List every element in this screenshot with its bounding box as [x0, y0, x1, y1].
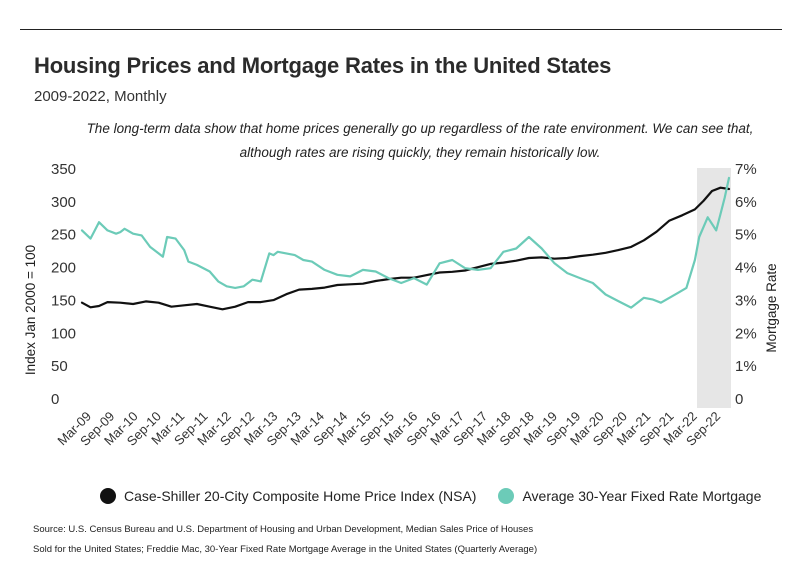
- left-tick-label: 100: [51, 325, 76, 342]
- right-tick-label: 3%: [735, 292, 757, 309]
- right-tick-label: 2%: [735, 325, 757, 342]
- legend-label-mortgage: Average 30-Year Fixed Rate Mortgage: [522, 488, 762, 504]
- right-tick-label: 4%: [735, 260, 757, 277]
- annotation-line-1: The long-term data show that home prices…: [86, 121, 754, 136]
- right-tick-label: 7%: [735, 161, 757, 178]
- left-tick-label: 350: [51, 161, 76, 178]
- left-tick-label: 300: [51, 194, 76, 211]
- right-tick-label: 1%: [735, 358, 757, 375]
- left-tick-label: 150: [51, 292, 76, 309]
- chart-subtitle: 2009-2022, Monthly: [34, 88, 167, 105]
- left-axis-title: Index Jan 2000 = 100: [23, 245, 38, 375]
- annotation-line-2: although rates are rising quickly, they …: [239, 145, 601, 160]
- legend: Case-Shiller 20-City Composite Home Pric…: [100, 485, 783, 507]
- legend-label-home-price: Case-Shiller 20-City Composite Home Pric…: [124, 488, 477, 504]
- source-line-1: Source: U.S. Census Bureau and U.S. Depa…: [33, 524, 534, 535]
- chart-title: Housing Prices and Mortgage Rates in the…: [34, 53, 612, 78]
- left-tick-label: 250: [51, 227, 76, 244]
- right-tick-label: 5%: [735, 227, 757, 244]
- left-tick-label: 50: [51, 358, 68, 375]
- top-rule: [20, 29, 782, 30]
- right-axis-title: Mortgage Rate: [764, 263, 779, 352]
- source-line-2: Sold for the United States; Freddie Mac,…: [33, 544, 538, 555]
- left-tick-label: 200: [51, 260, 76, 277]
- legend-dot-home-price: [100, 488, 116, 504]
- right-tick-label: 6%: [735, 194, 757, 211]
- home-price-line: [80, 186, 731, 311]
- right-tick-label: 0: [735, 391, 743, 408]
- mortgage-rate-line: [80, 176, 731, 309]
- legend-item-home-price: Case-Shiller 20-City Composite Home Pric…: [100, 488, 476, 504]
- left-tick-label: 0: [51, 391, 59, 408]
- chart-annotation: The long-term data show that home prices…: [60, 117, 780, 165]
- legend-item-mortgage: Average 30-Year Fixed Rate Mortgage: [498, 488, 761, 504]
- highlight-region: [697, 168, 731, 408]
- legend-dot-mortgage: [498, 488, 515, 504]
